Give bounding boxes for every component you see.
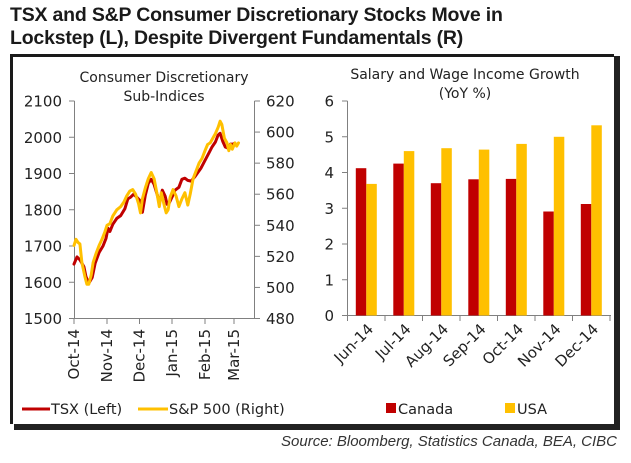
right-y-tick-label: 620 bbox=[266, 93, 295, 111]
left-y-tick-label: 1500 bbox=[24, 310, 62, 328]
sp500-line bbox=[72, 119, 240, 286]
bar-chart-y-tick-label: 3 bbox=[324, 200, 334, 218]
right-y-tick-label: 540 bbox=[266, 217, 295, 235]
legend-label-usa: USA bbox=[517, 402, 547, 418]
bar-usa bbox=[553, 136, 565, 316]
line-chart-x-tick-label: Dec-14 bbox=[131, 329, 149, 383]
line-chart-x-tick-label: Oct-14 bbox=[65, 329, 83, 379]
bar-chart: Salary and Wage Income Growth (YoY %) 0 1… bbox=[324, 67, 611, 418]
bar-usa bbox=[441, 148, 452, 316]
legend-swatch-usa bbox=[505, 403, 515, 413]
line-chart-title-line-1: Consumer Discretionary bbox=[80, 70, 249, 86]
bar-chart-x-tick-label: Jun-14 bbox=[330, 320, 377, 367]
line-chart: Consumer Discretionary Sub-Indices 15001… bbox=[22, 70, 295, 418]
bar-usa bbox=[516, 143, 527, 316]
bar-canada bbox=[393, 163, 404, 316]
legend-swatch-canada bbox=[386, 403, 396, 413]
bar-chart-y-tick-label: 2 bbox=[324, 236, 334, 254]
bar-chart-title-line-2: (YoY %) bbox=[439, 86, 492, 102]
bar-chart-y-ticks: 0 1 2 3 4 5 6 bbox=[324, 93, 348, 325]
frame-shadow-bottom bbox=[14, 421, 620, 430]
left-y-tick-label: 1800 bbox=[24, 201, 62, 219]
right-y-tick-label: 520 bbox=[266, 248, 295, 266]
bar-chart-y-tick-label: 6 bbox=[324, 93, 334, 111]
left-y-tick-label: 2100 bbox=[24, 93, 62, 111]
bar-chart-title-line-1: Salary and Wage Income Growth bbox=[350, 67, 579, 83]
left-y-tick-label: 1900 bbox=[24, 165, 62, 183]
bar-chart-legend: Canada USA bbox=[386, 402, 547, 418]
chart-title: TSX and S&P Consumer Discretionary Stock… bbox=[10, 4, 503, 50]
source-note: Source: Bloomberg, Statistics Canada, BE… bbox=[281, 433, 617, 450]
chart-title-line-2: Lockstep (L), Despite Divergent Fundamen… bbox=[10, 27, 464, 49]
bar-canada bbox=[468, 179, 479, 316]
legend-label-canada: Canada bbox=[398, 402, 453, 418]
bar-chart-y-tick-label: 0 bbox=[324, 307, 334, 325]
chart-title-line-1: TSX and S&P Consumer Discretionary Stock… bbox=[10, 4, 503, 26]
legend-label-tsx: TSX (Left) bbox=[50, 402, 122, 418]
line-chart-series bbox=[72, 119, 240, 286]
line-chart-x-ticks: Oct-14 Nov-14 Dec-14 Jan-15 Feb-15 Mar-15 bbox=[65, 318, 243, 383]
left-y-tick-label: 2000 bbox=[24, 129, 62, 147]
bar-usa bbox=[366, 183, 377, 316]
bar-chart-x-ticks: Jun-14Jul-14Aug-14Sep-14Oct-14Nov-14Dec-… bbox=[330, 315, 611, 371]
bar-usa bbox=[591, 125, 602, 316]
bar-chart-y-tick-label: 1 bbox=[324, 271, 334, 289]
bar-usa bbox=[403, 151, 415, 316]
right-y-tick-label: 580 bbox=[266, 155, 295, 173]
right-y-tick-label: 500 bbox=[266, 279, 295, 297]
right-y-ticks: 480 500 520 540 560 580 600 620 bbox=[254, 93, 295, 328]
line-chart-x-tick-label: Mar-15 bbox=[225, 329, 243, 381]
line-chart-legend: TSX (Left) S&P 500 (Right) bbox=[22, 402, 285, 418]
legend-label-sp500: S&P 500 (Right) bbox=[169, 402, 285, 418]
bar-usa bbox=[478, 149, 490, 316]
bar-canada bbox=[355, 168, 367, 316]
bar-canada bbox=[580, 204, 592, 316]
bar-canada bbox=[505, 178, 517, 316]
left-y-tick-label: 1600 bbox=[24, 274, 62, 292]
left-y-tick-label: 1700 bbox=[24, 238, 62, 256]
line-chart-x-tick-label: Nov-14 bbox=[98, 329, 116, 382]
bar-chart-y-tick-label: 5 bbox=[324, 128, 334, 146]
bar-chart-x-tick-label: Sep-14 bbox=[440, 320, 490, 370]
tsx-line bbox=[72, 131, 237, 285]
frame-shadow-right bbox=[611, 56, 620, 430]
left-y-ticks: 1500 1600 1700 1800 1900 2000 2100 bbox=[24, 93, 75, 328]
right-y-tick-label: 600 bbox=[266, 124, 295, 142]
right-y-tick-label: 560 bbox=[266, 186, 295, 204]
bar-canada bbox=[430, 183, 442, 316]
bar-canada bbox=[543, 211, 554, 316]
line-chart-title-line-2: Sub-Indices bbox=[123, 89, 204, 105]
bar-chart-y-tick-label: 4 bbox=[324, 164, 334, 182]
line-chart-x-tick-label: Feb-15 bbox=[196, 329, 214, 380]
line-chart-x-tick-label: Jan-15 bbox=[163, 329, 181, 378]
bar-chart-bars bbox=[355, 125, 602, 316]
right-y-tick-label: 480 bbox=[266, 310, 295, 328]
